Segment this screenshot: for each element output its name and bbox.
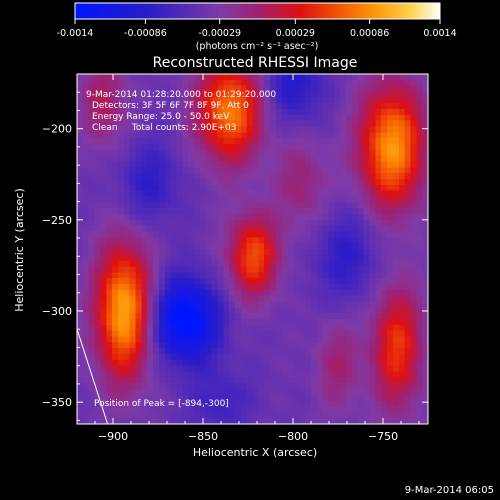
x-tick-label: −900 bbox=[98, 430, 128, 443]
y-tick-label: −250 bbox=[42, 214, 72, 227]
annotation-time: 9-Mar-2014 01:28:20.000 to 01:29:20.000 bbox=[86, 90, 276, 100]
chart-title: Reconstructed RHESSI Image bbox=[153, 55, 358, 71]
annotation-energy: Energy Range: 25.0 - 50.0 keV bbox=[92, 112, 230, 122]
limb-line bbox=[77, 329, 109, 424]
plot-frame bbox=[76, 73, 429, 425]
heatmap-raster bbox=[77, 74, 428, 424]
colorbar-ticks: -0.0014 -0.00086 -0.00029 0.00029 0.00086 0.0… bbox=[57, 19, 457, 39]
colorbar-unit-label: (photons cm⁻² s⁻¹ asec⁻²) bbox=[196, 41, 319, 52]
x-axis-label: Heliocentric X (arcsec) bbox=[193, 446, 317, 459]
colorbar bbox=[74, 2, 441, 20]
footer-date: 9-Mar-2014 06:05 bbox=[404, 485, 494, 496]
annotation-block: 9-Mar-2014 01:28:20.000 to 01:29:20.000 … bbox=[86, 90, 276, 133]
x-tick-label: −800 bbox=[278, 430, 308, 443]
colorbar-tick-label: 0.0014 bbox=[423, 28, 456, 39]
colorbar-tick-label: -0.00029 bbox=[198, 28, 241, 39]
heatmap-image bbox=[77, 74, 428, 424]
y-axis: −200 −250 −300 −350 bbox=[42, 73, 428, 421]
colorbar-tick-label: -0.0014 bbox=[57, 28, 94, 39]
colorbar-tick-label: 0.00029 bbox=[276, 28, 315, 39]
y-tick-label: −200 bbox=[42, 123, 72, 136]
y-tick-label: −300 bbox=[42, 305, 72, 318]
peak-position-label: Position of Peak = [-894,-300] bbox=[94, 399, 229, 409]
y-tick-label: −350 bbox=[42, 396, 72, 409]
colorbar-tick-label: -0.00086 bbox=[124, 28, 167, 39]
x-axis: −900 −850 −800 −750 bbox=[94, 74, 420, 443]
annotation-counts: Clean Total counts: 2.90E+03 bbox=[92, 123, 236, 133]
annotation-detectors: Detectors: 3F 5F 6F 7F 8F 9F, Att 0 bbox=[92, 101, 249, 111]
x-tick-label: −750 bbox=[368, 430, 398, 443]
colorbar-tick-label: 0.00086 bbox=[350, 28, 389, 39]
x-tick-label: −850 bbox=[188, 430, 218, 443]
y-axis-label: Heliocentric Y (arcsec) bbox=[13, 188, 26, 312]
